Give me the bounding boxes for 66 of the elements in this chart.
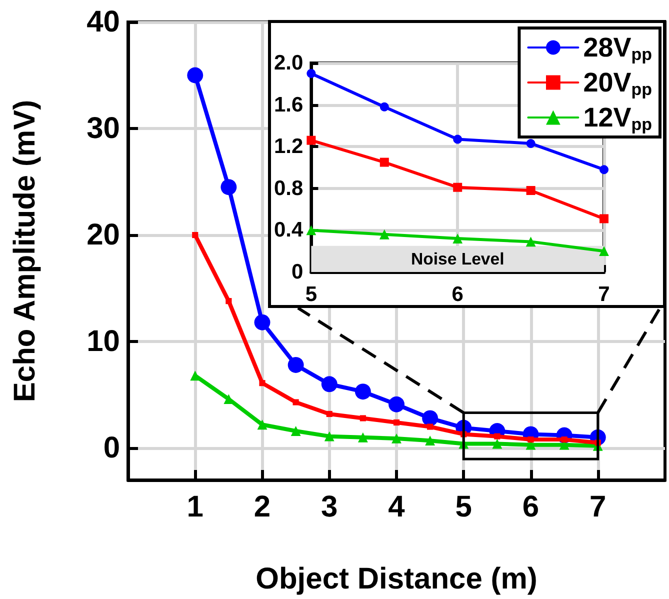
x-tick-label: 5 [455,490,472,524]
point [388,396,404,412]
x-tick-label: 5 [305,283,318,306]
point [306,68,316,78]
point [380,102,389,112]
point [380,158,389,167]
point [494,433,500,440]
point [528,436,534,443]
point [290,426,301,436]
y-tick-label: 20 [86,218,120,252]
point [326,410,332,418]
point [292,399,299,406]
x-tick-label: 7 [590,490,606,524]
y-tick-label: 0.8 [274,176,304,200]
point [220,179,237,196]
y-tick-label: 30 [86,112,120,146]
point [393,419,400,426]
point [392,434,402,444]
point [526,186,536,195]
point [257,420,268,430]
point [452,234,463,244]
x-tick-label: 1 [186,490,204,524]
y-tick-label: 40 [86,6,120,38]
point [422,410,438,426]
y-tick-label: 10 [86,325,120,358]
x-tick-label: 2 [254,490,271,524]
x-tick-label: 4 [388,490,406,524]
point [425,436,436,446]
x-tick-label: 3 [321,490,338,524]
y-tick-label: 1.2 [274,135,304,158]
point [358,432,368,442]
point [354,384,371,400]
point [427,424,434,430]
point [288,356,304,373]
point [306,136,316,145]
point [192,232,198,238]
point [600,165,608,174]
point [190,370,200,381]
point [321,376,338,392]
point [561,436,568,443]
point [453,134,462,144]
point [599,246,609,256]
y-axis-title: Echo Amplitude (mV) [8,100,42,402]
point [600,214,608,224]
band-label: Noise Level [410,249,504,268]
point [453,182,462,192]
y-tick-label: 0.4 [274,218,304,242]
point [324,431,334,442]
y-tick-label: 0 [292,260,304,284]
point [526,138,536,148]
point [360,415,366,422]
x-axis-title: Object Distance (m) [256,562,538,596]
y-tick-label: 2.0 [274,52,304,74]
point [254,314,270,330]
x-tick-label: 6 [452,283,464,306]
point [306,225,316,236]
x-tick-label: 7 [598,283,610,306]
point [526,236,536,247]
point [379,229,390,240]
point [259,380,266,386]
point [226,298,232,304]
y-tick-label: 1.6 [274,93,304,116]
point [492,438,502,449]
point [187,67,204,84]
y-tick-label: 0 [103,432,120,465]
x-tick-label: 6 [522,490,540,524]
